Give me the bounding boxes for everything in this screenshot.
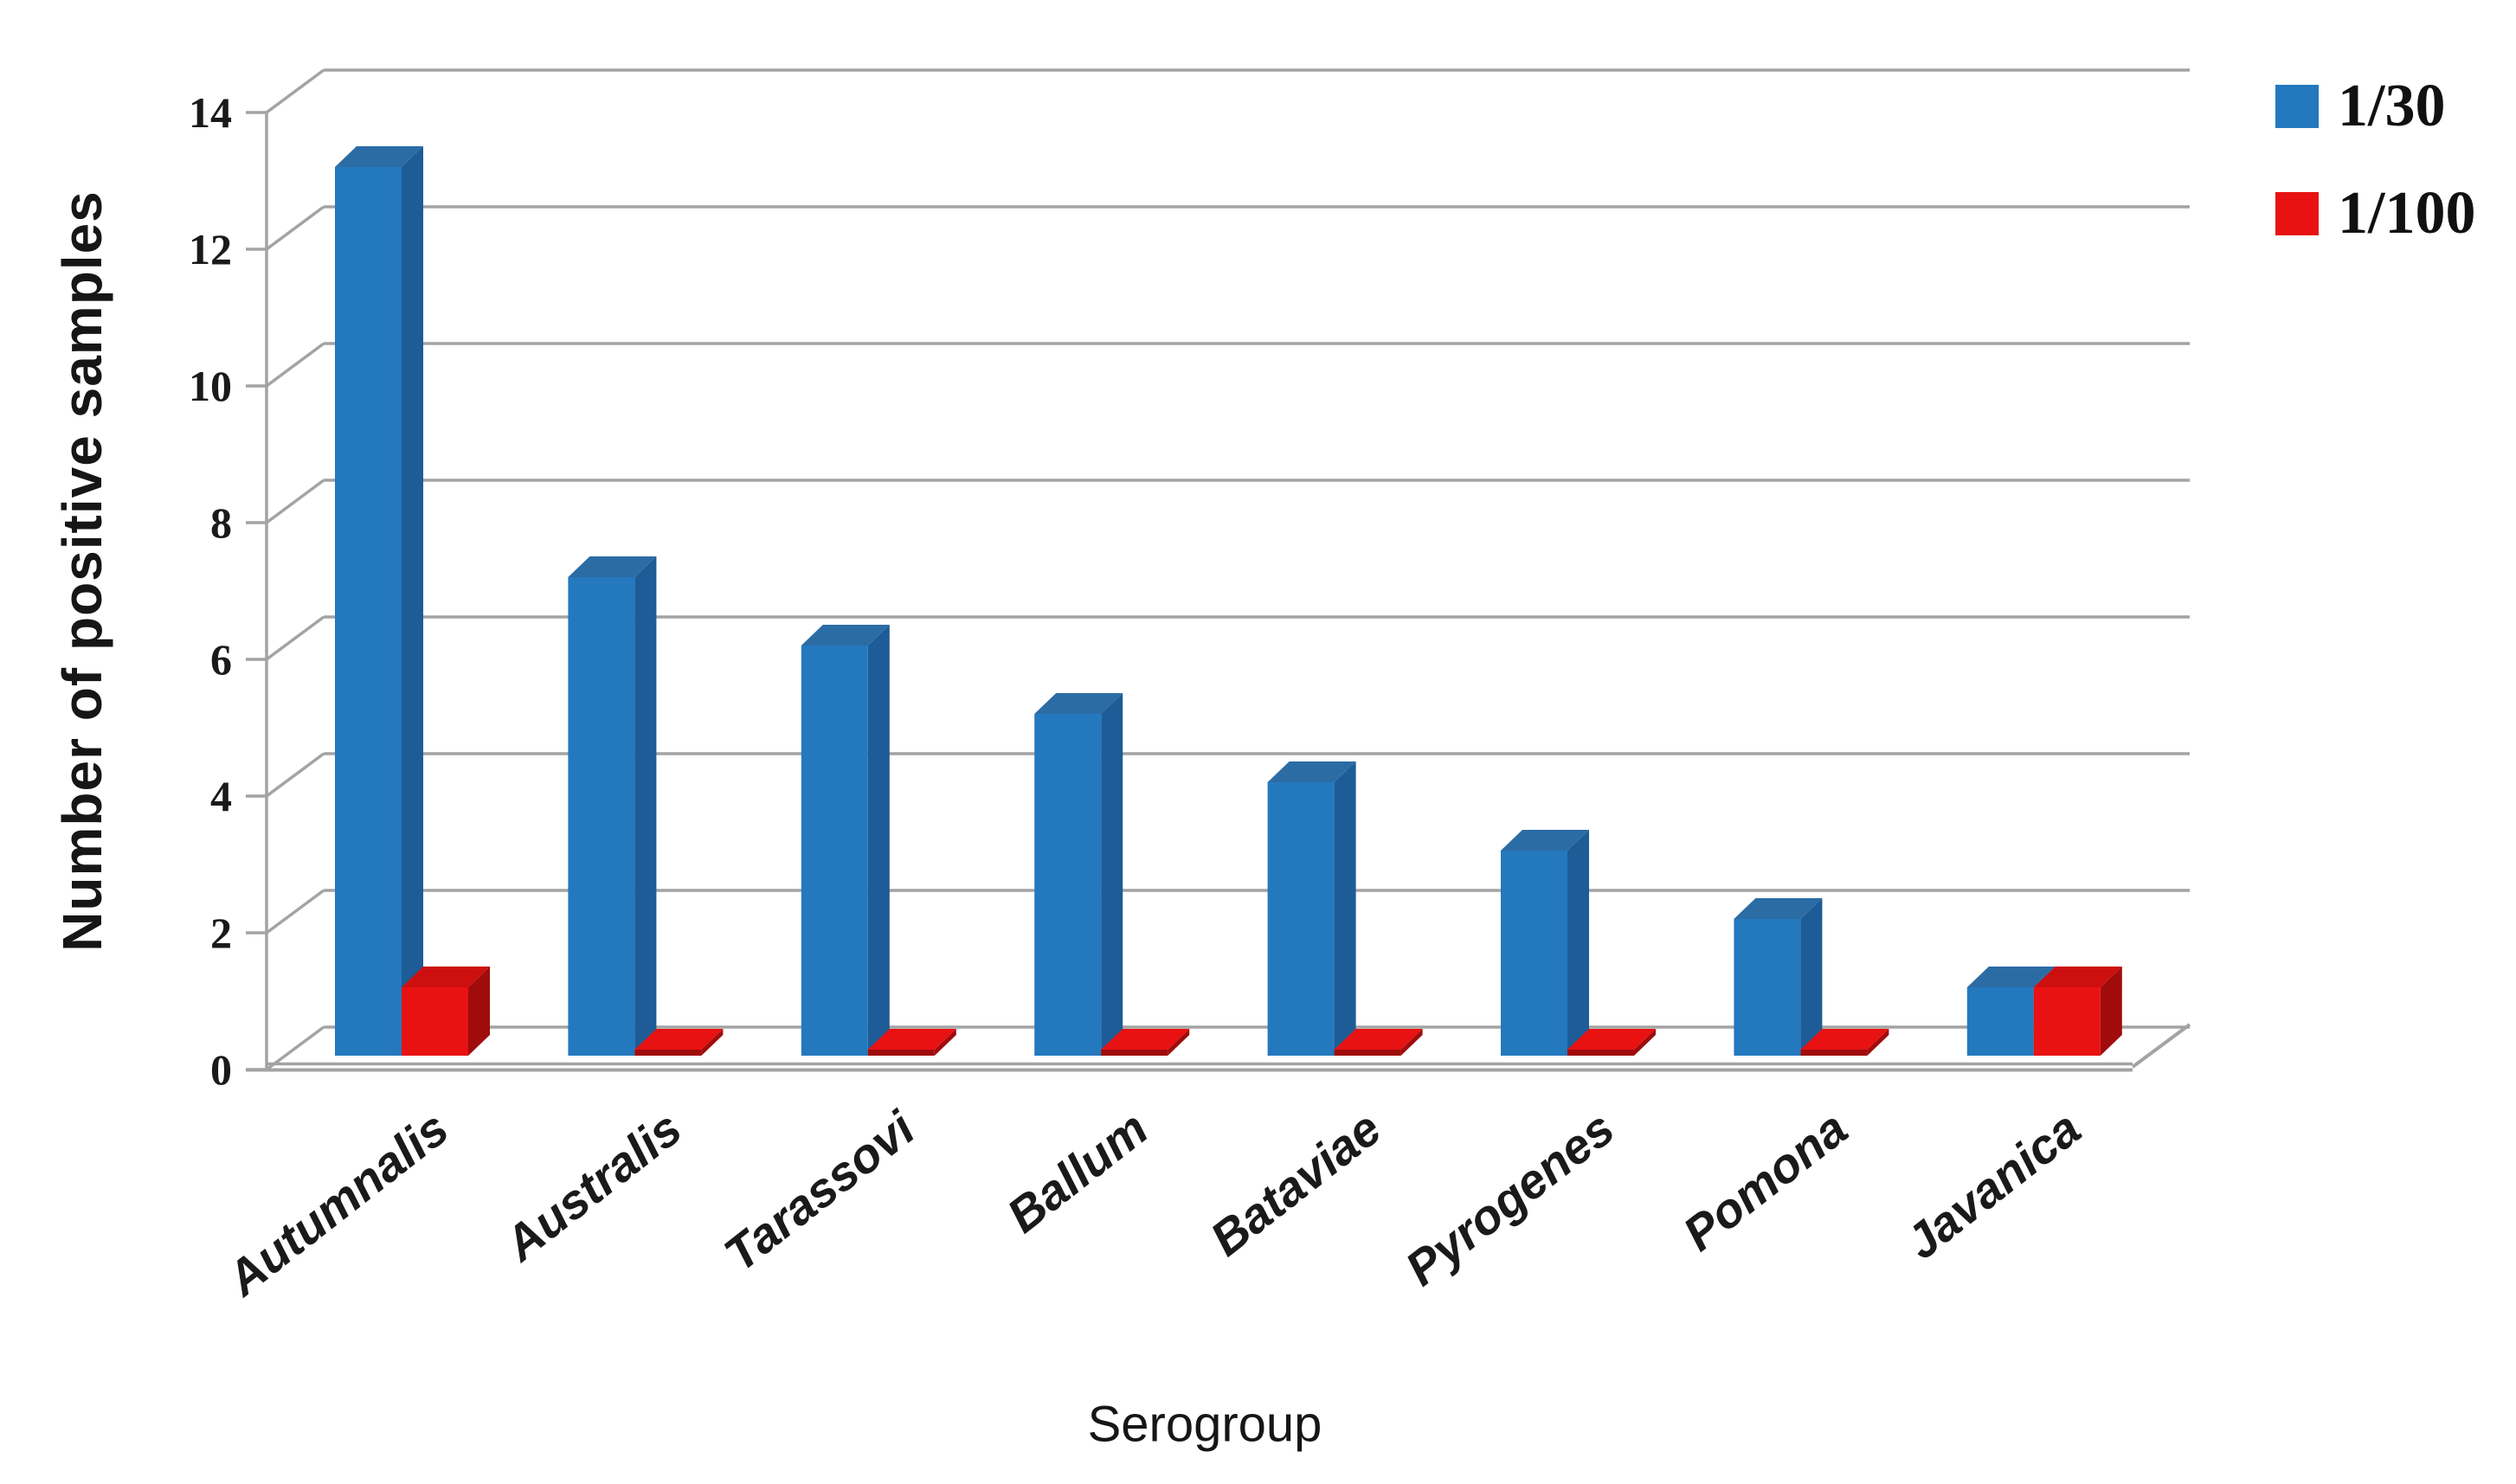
category-label-australis: Australis: [493, 1101, 692, 1272]
legend-item-1-30: 1/30: [2275, 73, 2475, 139]
bar-1/100-Pomona: [1800, 1029, 1889, 1056]
bar-face-top: [402, 967, 490, 987]
bar-1/30-Autumnalis: [335, 146, 423, 1056]
tick-connector: [265, 479, 325, 524]
bar-1/30-Pomona: [1734, 898, 1823, 1056]
bar-zero-pad-front: [867, 1050, 935, 1056]
category-label-javanica: Javanica: [1895, 1101, 2090, 1269]
bar-zero-pad-front: [634, 1050, 702, 1056]
x-axis-title: Serogroup: [1087, 1396, 1322, 1453]
legend-label-1-30: 1/30: [2338, 73, 2446, 139]
y-tick-label: 14: [189, 88, 232, 137]
bar-face-side: [1101, 693, 1123, 1056]
y-tick-label: 2: [210, 909, 232, 957]
category-label-pomona: Pomona: [1673, 1101, 1857, 1262]
category-label-ballum: Ballum: [997, 1101, 1158, 1243]
bar-face-front: [1034, 714, 1102, 1056]
bar-zero-pad-top: [1101, 1029, 1190, 1050]
tick-connector: [265, 752, 325, 798]
bar-1/100-Autumnalis: [402, 967, 490, 1056]
y-tick-label: 4: [210, 772, 232, 820]
bar-face-front: [1966, 987, 2034, 1056]
bar-face-side: [1567, 830, 1589, 1056]
bar-1/30-Tarassovi: [801, 625, 890, 1056]
bar-1/100-Australis: [634, 1029, 724, 1056]
legend-swatch-blue-icon: [2275, 85, 2319, 128]
legend-swatch-red-icon: [2275, 192, 2319, 235]
bar-zero-pad-top: [1334, 1029, 1423, 1050]
y-tick-label: 12: [189, 225, 232, 273]
bar-1/30-Australis: [568, 556, 657, 1056]
bar-1/100-Javanica: [2033, 967, 2122, 1056]
y-tick-label: 8: [210, 498, 232, 547]
bar-1/100-Pyrogenes: [1567, 1029, 1656, 1056]
bar-1/100-Ballum: [1101, 1029, 1190, 1056]
bar-zero-pad-side: [1867, 1029, 1889, 1056]
bar-zero-pad-front: [1800, 1050, 1868, 1056]
bar-face-top: [801, 625, 890, 646]
bar-zero-pad-side: [1168, 1029, 1190, 1056]
bar-zero-pad-front: [1334, 1050, 1401, 1056]
bar-face-top: [1267, 761, 1356, 782]
bar-face-side: [1334, 761, 1356, 1056]
bar-zero-pad-side: [701, 1029, 724, 1056]
category-label-autumnalis: Autumnalis: [216, 1101, 459, 1307]
bar-zero-pad-side: [1400, 1029, 1423, 1056]
tick-connector: [265, 889, 325, 935]
bar-face-top: [335, 146, 423, 167]
bar-1/30-Bataviae: [1267, 761, 1356, 1056]
bar-face-front: [1734, 919, 1801, 1056]
bar-1/30-Pyrogenes: [1501, 830, 1589, 1056]
bar-face-front: [335, 167, 402, 1056]
tick-connector: [265, 615, 325, 661]
bar-zero-pad-front: [1101, 1050, 1168, 1056]
bar-zero-pad-top: [867, 1029, 956, 1050]
y-tick-label: 6: [210, 635, 232, 684]
bar-face-top: [1034, 693, 1123, 714]
tick-connector: [265, 342, 325, 388]
category-label-tarassovi: Tarassovi: [714, 1100, 925, 1282]
bar-zero-pad-top: [634, 1029, 724, 1050]
legend-item-1-100: 1/100: [2275, 180, 2476, 247]
legend: 1/30 1/100: [2275, 73, 2476, 247]
bar-face-side: [2100, 967, 2122, 1056]
bar-face-top: [1501, 830, 1589, 851]
bar-face-front: [801, 646, 868, 1056]
category-label-bataviae: Bataviae: [1200, 1101, 1391, 1266]
bar-1/30-Ballum: [1034, 693, 1123, 1056]
bar-1/100-Bataviae: [1334, 1029, 1423, 1056]
bar-face-side: [1800, 898, 1823, 1056]
bar-face-front: [1501, 851, 1567, 1056]
bar-zero-pad-top: [1567, 1029, 1656, 1050]
y-axis-title: Number of positive samples: [51, 190, 113, 952]
bar-face-top: [1966, 967, 2056, 987]
bar-face-side: [867, 625, 890, 1056]
bar-face-side: [468, 967, 490, 1056]
bar-face-side: [634, 556, 657, 1056]
tick-connector: [265, 68, 325, 114]
bar-face-top: [568, 556, 657, 577]
bar-zero-pad-top: [1800, 1029, 1889, 1050]
bar-face-top: [1734, 898, 1823, 919]
category-label-pyrogenes: Pyrogenes: [1395, 1101, 1624, 1296]
bar-face-front: [402, 987, 468, 1056]
bar-face-top: [2033, 967, 2122, 987]
bar-zero-pad-front: [1567, 1050, 1634, 1056]
y-tick-label: 10: [189, 362, 232, 410]
bar-face-front: [1267, 782, 1335, 1056]
bar-zero-pad-side: [1634, 1029, 1656, 1056]
bar-face-front: [2033, 987, 2101, 1056]
bar-1/100-Tarassovi: [867, 1029, 956, 1056]
bar-face-front: [568, 577, 635, 1056]
floor-right-edge: [2131, 1023, 2191, 1069]
legend-label-1-100: 1/100: [2338, 180, 2476, 247]
bar-face-side: [402, 146, 423, 1056]
y-tick-label: 0: [210, 1045, 232, 1094]
tick-connector: [265, 205, 325, 251]
bar-zero-pad-side: [934, 1029, 956, 1056]
